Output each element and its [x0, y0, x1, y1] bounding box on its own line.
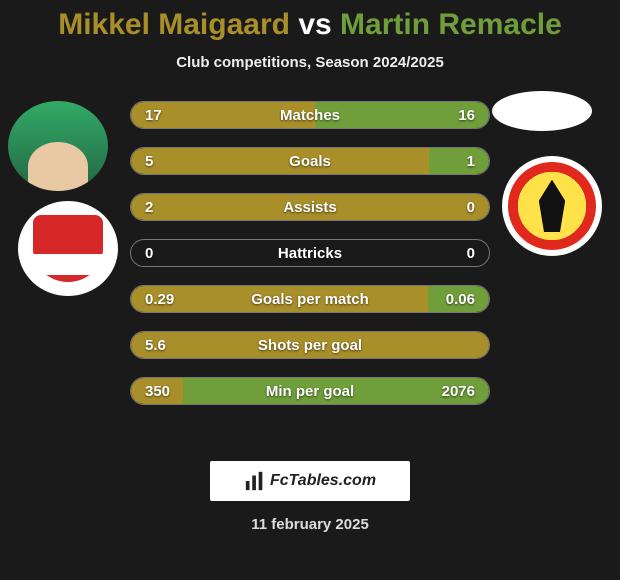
player2-name: Martin Remacle [340, 8, 562, 41]
stat-bar: 1716Matches [130, 101, 490, 129]
stat-label: Hattricks [131, 245, 489, 262]
snapshot-date: 11 february 2025 [0, 516, 620, 533]
brand-badge: FcTables.com [210, 461, 410, 501]
stat-label: Goals [131, 153, 489, 170]
player2-avatar [492, 91, 592, 131]
stat-bar: 0.290.06Goals per match [130, 285, 490, 313]
person-icon [8, 101, 108, 191]
comparison-title: Mikkel Maigaard vs Martin Remacle [0, 0, 620, 42]
stat-bar: 3502076Min per goal [130, 377, 490, 405]
stat-label: Assists [131, 199, 489, 216]
stat-bar: 00Hattricks [130, 239, 490, 267]
crest-icon [33, 215, 103, 282]
stat-label: Matches [131, 107, 489, 124]
stat-bar: 51Goals [130, 147, 490, 175]
player1-avatar [8, 101, 108, 191]
stat-label: Shots per goal [131, 337, 489, 354]
stat-bar: 20Assists [130, 193, 490, 221]
stat-label: Min per goal [131, 383, 489, 400]
vs-word: vs [298, 8, 331, 41]
comparison-content: 1716Matches 51Goals 20Assists 00Hattricks 0.… [0, 101, 620, 441]
stat-label: Goals per match [131, 291, 489, 308]
player1-club-crest [18, 201, 118, 296]
stat-bar: 5.6Shots per goal [130, 331, 490, 359]
player1-name: Mikkel Maigaard [58, 8, 290, 41]
competition-subtitle: Club competitions, Season 2024/2025 [0, 54, 620, 71]
crest-icon [508, 162, 596, 250]
brand-text: FcTables.com [270, 472, 376, 490]
chart-icon [244, 470, 266, 492]
player2-club-crest [502, 156, 602, 256]
stat-bars: 1716Matches 51Goals 20Assists 00Hattricks 0.… [130, 101, 490, 423]
